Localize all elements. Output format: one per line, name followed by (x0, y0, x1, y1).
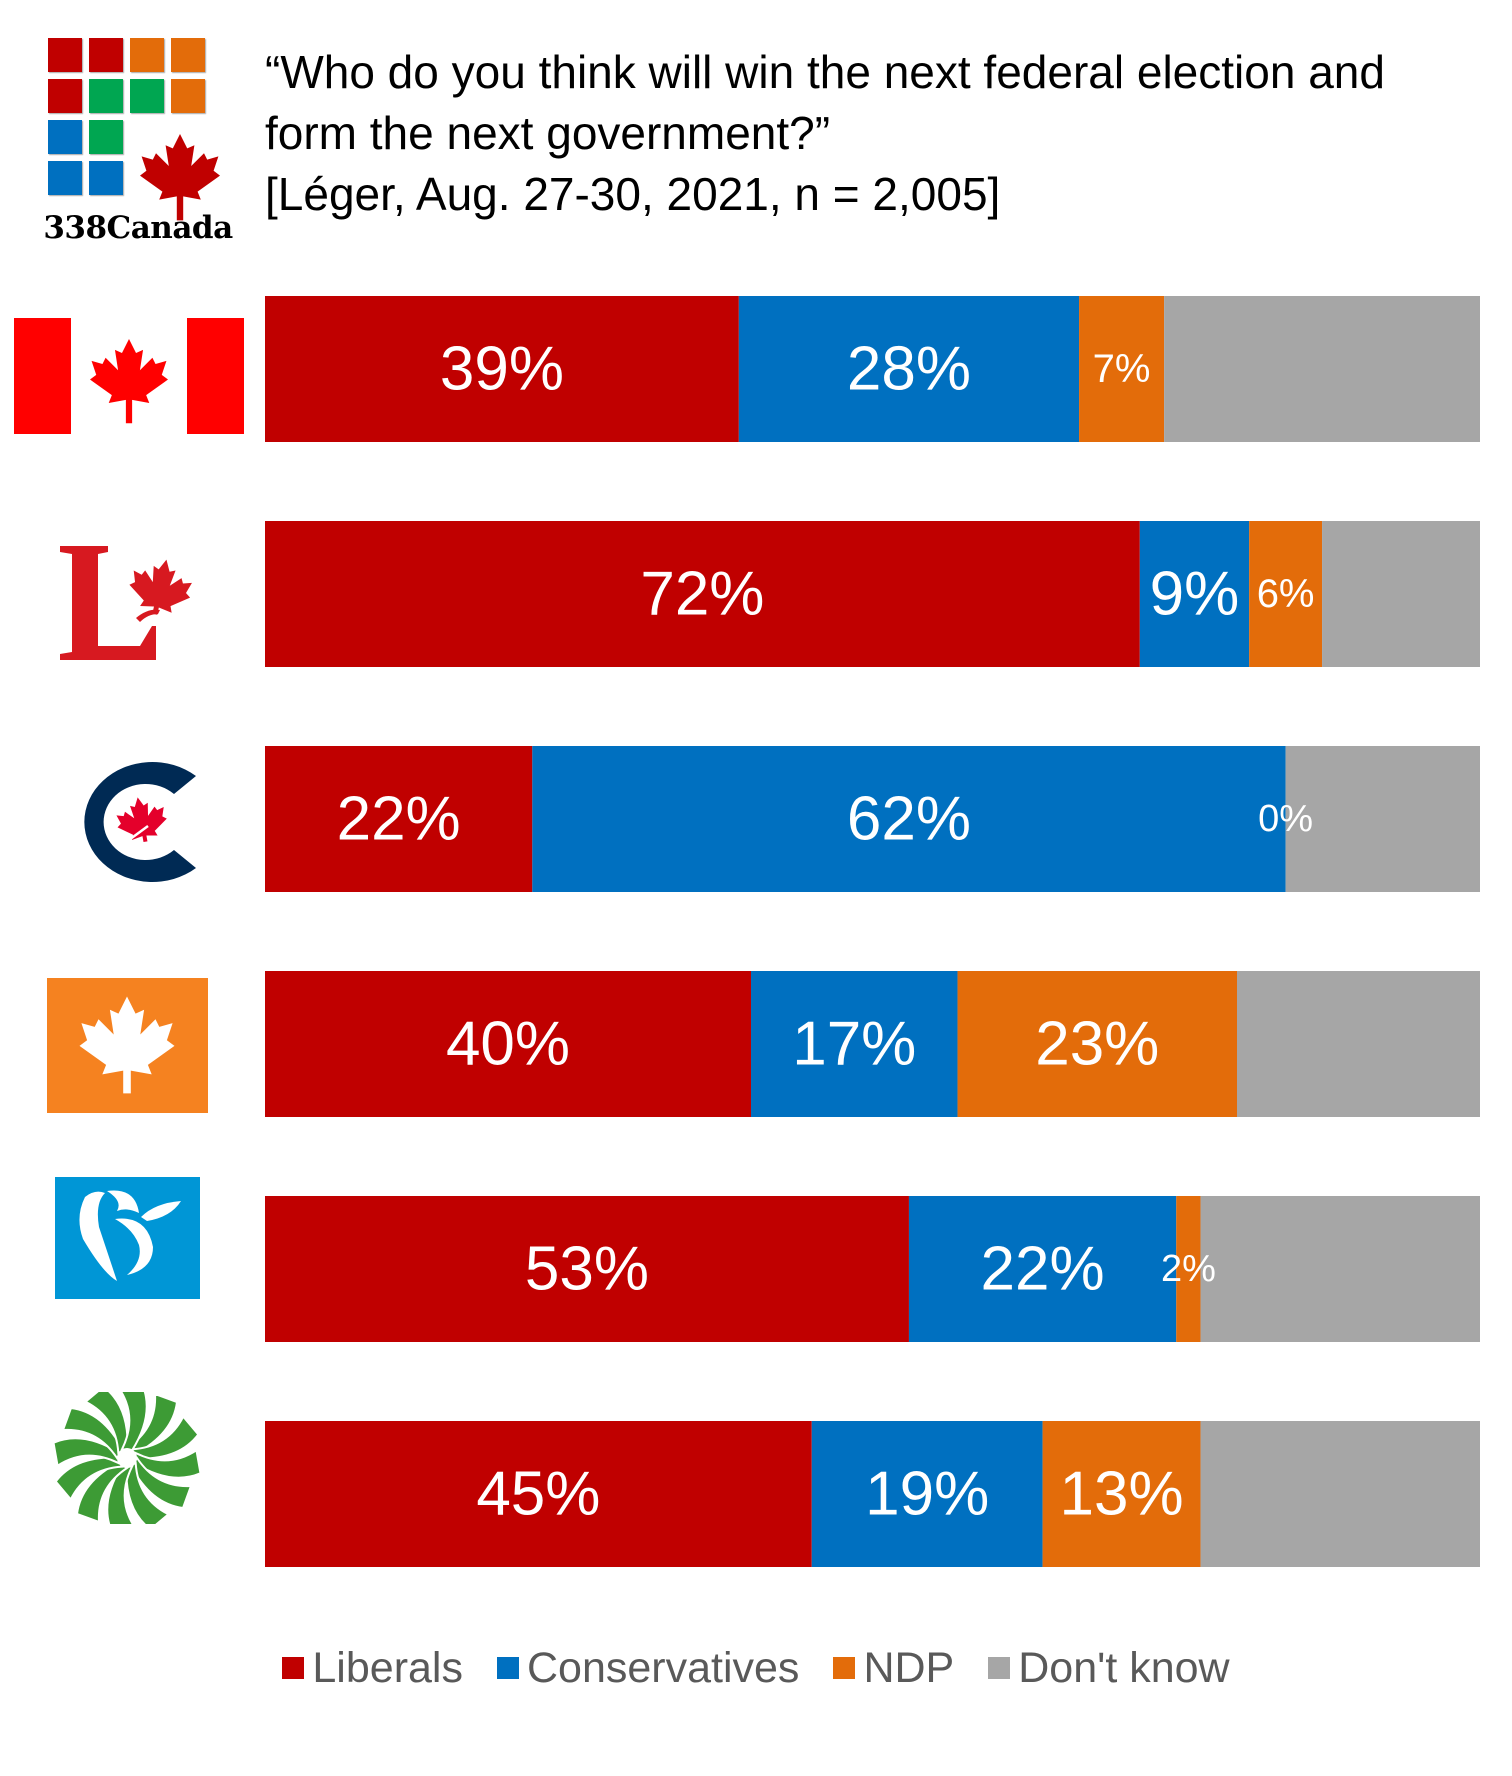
logo-square (89, 120, 123, 154)
canada-flag-icon (14, 318, 244, 434)
logo-square (89, 38, 123, 72)
data-label-liberals-liberal-voters: 72% (640, 560, 764, 629)
bar-ndp-all-voters (1079, 296, 1165, 442)
bar-liberals-green-voters (265, 1421, 812, 1567)
title-line-3: [Léger, Aug. 27-30, 2021, n = 2,005] (265, 168, 1001, 220)
legend-item-conservatives: Conservatives (496, 1643, 800, 1693)
logo-square (130, 38, 164, 72)
bar-don-t-know-conservative-voters (1285, 746, 1480, 892)
legend-swatch-conservatives (496, 1657, 519, 1679)
bar-ndp-liberal-voters (1249, 521, 1323, 667)
legend-label-ndp: NDP (863, 1643, 955, 1692)
logo-square (48, 79, 82, 113)
flower-petal (106, 1464, 137, 1524)
legend-item-ndp: NDP (833, 1644, 954, 1693)
logo-text: 338Canada (43, 210, 233, 246)
data-label-conservatives-conservative-voters: 62% (847, 785, 971, 854)
bar-don-t-know-liberal-voters (1322, 521, 1480, 667)
data-label-liberals-green-voters: 45% (476, 1460, 600, 1529)
data-label-liberals-ndp-voters: 40% (446, 1010, 570, 1079)
legend-item-liberals: Liberals (282, 1644, 463, 1693)
data-label-ndp-ndp-voters: 23% (1035, 1010, 1159, 1079)
legend-label-conservatives: Conservatives (526, 1643, 800, 1692)
title-line-1: “Who do you think will win the next fede… (265, 46, 1385, 98)
bar-conservatives-bloc-qu-b-cois-voters (908, 1196, 1177, 1342)
maple-leaf-icon (140, 134, 220, 221)
logo-square (48, 120, 82, 154)
ndp-logo-icon (47, 978, 208, 1113)
bar-liberals-all-voters (265, 296, 739, 442)
data-label-ndp-conservative-voters: 0% (1258, 798, 1313, 840)
title-line-2: form the next government?” (265, 107, 831, 159)
338canada-logo: 338Canada (28, 38, 248, 248)
bar-ndp-bloc-qu-b-cois-voters (1176, 1196, 1201, 1342)
data-label-liberals-all-voters: 39% (440, 335, 564, 404)
chart-title: “Who do you think will win the next fede… (265, 42, 1505, 225)
legend-label-liberals: Liberals (312, 1643, 463, 1692)
bloc-quebecois-logo-icon (55, 1177, 200, 1299)
chart-legend: Liberals Conservatives NDP Don't know (0, 1638, 1512, 1698)
flower-petal (130, 1414, 200, 1460)
bar-liberals-liberal-voters (265, 521, 1140, 667)
flower-petal (133, 1448, 200, 1479)
bar-ndp-ndp-voters (957, 971, 1237, 1117)
legend-swatch-dont-know (988, 1657, 1011, 1679)
data-label-conservatives-green-voters: 19% (865, 1460, 989, 1529)
data-label-ndp-bloc-qu-b-cois-voters: 2% (1161, 1248, 1216, 1290)
bar-liberals-bloc-qu-b-cois-voters (265, 1196, 909, 1342)
flower-petal (54, 1456, 124, 1502)
bar-conservatives-ndp-voters (751, 971, 958, 1117)
data-label-conservatives-liberal-voters: 9% (1150, 560, 1240, 629)
data-label-conservatives-ndp-voters: 17% (792, 1010, 916, 1079)
green-party-logo-icon (54, 1392, 200, 1524)
data-label-conservatives-all-voters: 28% (847, 335, 971, 404)
data-label-liberals-bloc-qu-b-cois-voters: 53% (525, 1235, 649, 1304)
logo-square (89, 79, 123, 113)
flower-petal (117, 1392, 148, 1452)
bar-don-t-know-bloc-qu-b-cois-voters (1200, 1196, 1480, 1342)
bar-don-t-know-green-voters (1200, 1421, 1480, 1567)
bar-conservatives-conservative-voters (532, 746, 1286, 892)
flower-petal (125, 1461, 171, 1524)
data-label-ndp-liberal-voters: 6% (1257, 572, 1315, 616)
liberal-party-logo-icon (60, 546, 192, 660)
logo-square (130, 79, 164, 113)
logo-square (171, 38, 205, 72)
bar-don-t-know-all-voters (1164, 296, 1480, 442)
logo-square (48, 161, 82, 195)
bar-liberals-ndp-voters (265, 971, 751, 1117)
flower-petal (129, 1456, 193, 1510)
flower-petal (83, 1392, 129, 1455)
bar-don-t-know-ndp-voters (1237, 971, 1480, 1117)
flower-petal (54, 1437, 121, 1468)
data-label-ndp-all-voters: 7% (1093, 347, 1151, 391)
data-label-conservatives-bloc-qu-b-cois-voters: 22% (981, 1235, 1105, 1304)
logo-square (171, 79, 205, 113)
logo-square (89, 161, 123, 195)
legend-swatch-liberals (282, 1657, 305, 1679)
data-label-ndp-green-voters: 13% (1060, 1460, 1184, 1529)
data-label-liberals-conservative-voters: 22% (337, 785, 461, 854)
logo-square (48, 38, 82, 72)
bar-ndp-green-voters (1042, 1421, 1201, 1567)
legend-label-dont-know: Don't know (1018, 1643, 1230, 1692)
bar-conservatives-liberal-voters (1139, 521, 1250, 667)
bar-conservatives-green-voters (811, 1421, 1043, 1567)
legend-item-dont-know: Don't know (988, 1643, 1230, 1693)
bar-conservatives-all-voters (738, 296, 1080, 442)
legend-swatch-ndp (833, 1657, 856, 1679)
flower-petal (61, 1406, 125, 1460)
bar-liberals-conservative-voters (265, 746, 533, 892)
conservative-party-logo-icon (84, 762, 196, 882)
flower-petal (75, 1460, 129, 1524)
